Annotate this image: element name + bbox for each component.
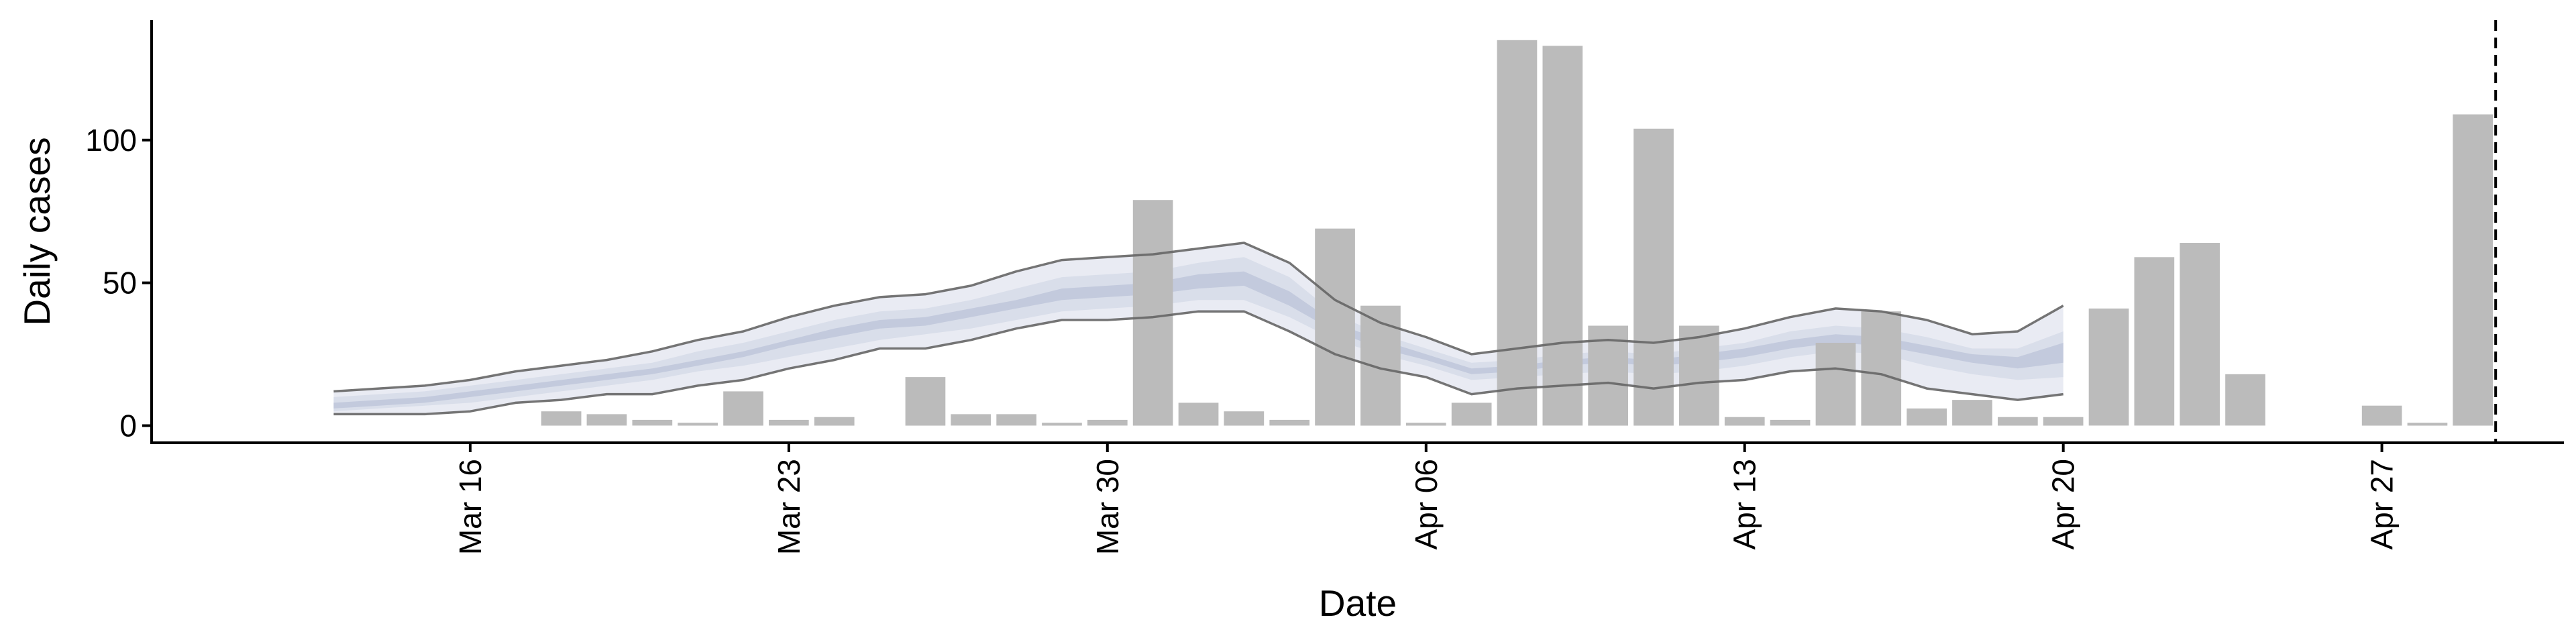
x-tick-label: Apr 06	[1409, 459, 1444, 550]
bar	[2043, 417, 2084, 426]
bar	[2361, 405, 2402, 426]
bar	[2088, 308, 2129, 426]
bar	[814, 417, 855, 426]
bar	[1497, 40, 1538, 426]
bar	[1132, 200, 1173, 426]
bar	[632, 419, 673, 426]
x-tick-label: Apr 27	[2365, 459, 2400, 550]
bar	[2225, 374, 2265, 426]
bar	[1633, 128, 1674, 426]
bar	[586, 414, 627, 426]
bar	[951, 414, 991, 426]
bar	[1405, 423, 1446, 426]
y-tick-label: 50	[103, 266, 137, 301]
bar	[2453, 114, 2493, 426]
bar	[769, 419, 809, 426]
x-axis-ticks: Mar 16 Mar 23 Mar 30 Apr 06 Apr 13 Apr 20 Apr …	[453, 443, 2400, 555]
x-tick-label: Mar 30	[1090, 459, 1125, 555]
x-axis-title: Date	[1319, 582, 1397, 624]
bar	[1360, 305, 1401, 426]
bar	[1770, 419, 1811, 426]
bar	[1679, 325, 1719, 426]
axes	[150, 20, 2564, 444]
bar	[1998, 417, 2038, 426]
bar	[1224, 411, 1265, 426]
y-axis-title: Daily cases	[16, 137, 58, 325]
bar	[678, 423, 718, 426]
bar	[2134, 257, 2175, 426]
bar	[1861, 311, 1902, 426]
bar	[905, 377, 946, 426]
y-tick-label: 0	[119, 409, 137, 443]
bar	[541, 411, 582, 426]
bar	[1451, 402, 1492, 426]
bar	[1815, 343, 1856, 426]
y-tick-label: 100	[85, 123, 137, 158]
bar	[996, 414, 1036, 426]
bar	[1087, 419, 1128, 426]
upper-bound-line	[333, 241, 2064, 393]
bar	[2180, 243, 2220, 426]
nowcast-bands	[333, 243, 2063, 415]
x-tick-label: Mar 16	[453, 459, 488, 555]
bar	[1907, 408, 1947, 426]
x-tick-label: Apr 13	[1727, 459, 1762, 550]
bar	[1178, 402, 1219, 426]
x-tick-label: Apr 20	[2046, 459, 2081, 550]
bar	[723, 391, 763, 426]
daily-case-bars	[541, 40, 2493, 426]
bar	[1724, 417, 1765, 426]
bar	[1952, 400, 1992, 426]
bar	[1315, 228, 1355, 426]
bar	[1588, 325, 1628, 426]
y-axis-ticks: 0 50 100	[85, 123, 152, 443]
lower-bound-line	[333, 310, 2063, 416]
bar	[1042, 423, 1082, 426]
bar	[1542, 46, 1583, 426]
band-boundary-lines	[333, 241, 2064, 416]
bar	[1269, 419, 1310, 426]
bar	[2407, 423, 2448, 426]
x-tick-label: Mar 23	[771, 459, 806, 555]
